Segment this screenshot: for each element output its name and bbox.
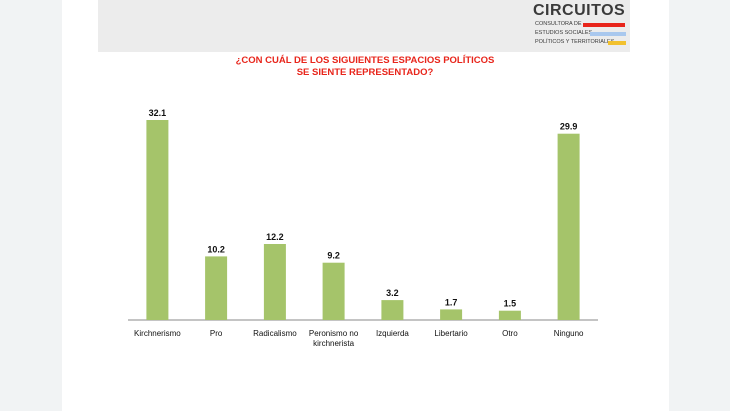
category-label-4: Peronismo no kirchnerista	[309, 329, 359, 348]
category-label-6: Libertario	[434, 329, 468, 338]
bar-5	[381, 300, 404, 320]
bar-value-label-1: 32.1	[149, 108, 167, 118]
chart-title: ¿CON CUÁL DE LOS SIGUIENTES ESPACIOS POL…	[180, 55, 550, 79]
logo-stripe-blue	[590, 32, 626, 36]
category-label-8: Ninguno	[554, 329, 584, 338]
category-label-5: Izquierda	[376, 329, 409, 338]
logo-line-2: ESTUDIOS SOCIALES,	[535, 30, 594, 36]
bar-3	[263, 244, 286, 320]
chart-title-line-2: SE SIENTE REPRESENTADO?	[296, 67, 434, 78]
bar-value-label-6: 1.7	[445, 297, 458, 307]
bar-value-label-8: 29.9	[560, 122, 578, 132]
bar-6	[440, 309, 463, 320]
category-label-1: Kirchnerismo	[134, 329, 181, 338]
bar-8	[557, 133, 580, 320]
bar-4	[322, 262, 345, 320]
circuitos-logo: CIRCUITOS CONSULTORA DE ESTUDIOS SOCIALE…	[533, 2, 629, 50]
bar-value-label-5: 3.2	[386, 288, 399, 298]
category-label-3: Radicalismo	[253, 329, 297, 338]
bar-2	[205, 256, 228, 320]
logo-line-3: POLÍTICOS Y TERRITORIALES	[535, 39, 615, 45]
logo-line-1: CONSULTORA DE	[535, 21, 582, 27]
bar-1	[146, 120, 169, 320]
bar-value-label-3: 12.2	[266, 232, 284, 242]
logo-wordmark: CIRCUITOS	[533, 2, 626, 19]
bar-value-label-2: 10.2	[207, 244, 225, 254]
logo-stripe-yellow	[608, 41, 626, 45]
bar-value-label-4: 9.2	[327, 251, 340, 261]
bar-value-label-7: 1.5	[504, 299, 517, 309]
chart-title-line-1: ¿CON CUÁL DE LOS SIGUIENTES ESPACIOS POL…	[235, 55, 495, 66]
logo-stripe-red	[583, 23, 625, 27]
category-label-2: Pro	[210, 329, 223, 338]
header-band	[98, 0, 630, 52]
bar-7	[498, 310, 521, 320]
category-label-7: Otro	[502, 329, 518, 338]
